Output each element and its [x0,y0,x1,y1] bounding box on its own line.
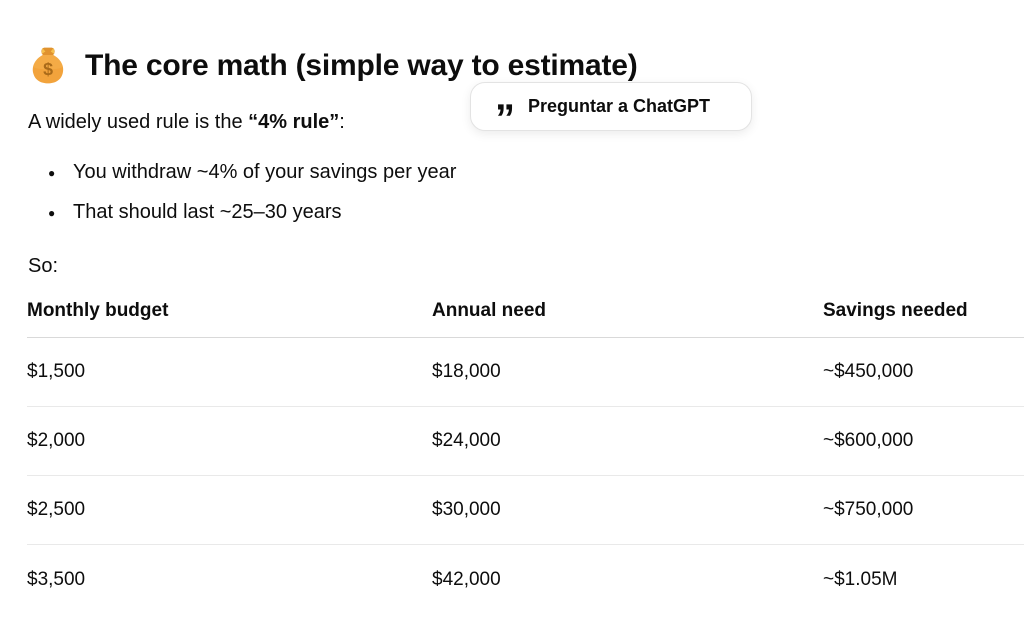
intro-prefix: A widely used rule is the [28,111,249,133]
cell-monthly-budget: $2,000 [27,430,86,451]
cell-savings-needed: ~$750,000 [823,499,914,520]
rule-bullet-list: You withdraw ~4% of your savings per yea… [27,158,1024,227]
ask-chatgpt-tooltip-button[interactable]: ” Preguntar a ChatGPT [470,82,752,139]
section-heading: $ The core math (simple way to estimate) [27,44,1024,88]
intro-paragraph: A widely used rule is the “4% rule”: [28,108,1024,136]
cell-annual-need: $24,000 [432,430,501,451]
svg-text:$: $ [43,59,53,79]
document-content: $ The core math (simple way to estimate)… [0,0,1024,614]
list-item: That should last ~25–30 years [48,198,1024,227]
cell-monthly-budget: $2,500 [27,499,86,520]
cell-savings-needed: ~$1.05M [823,568,898,590]
column-header-savings-needed: Savings needed [823,300,968,321]
money-bag-icon: $ [27,45,69,87]
section-heading-text: The core math (simple way to estimate) [85,49,638,82]
column-header-monthly-budget: Monthly budget [27,300,169,321]
table-row: $2,500 $30,000 ~$750,000 [27,476,1024,545]
table-row: $1,500 $18,000 ~$450,000 [27,338,1024,407]
intro-suffix: : [339,111,345,133]
ask-chatgpt-label: Preguntar a ChatGPT [528,96,711,116]
table-body: $1,500 $18,000 ~$450,000 $2,000 $24,000 … [27,338,1024,614]
table-row: $3,500 $42,000 ~$1.05M [27,545,1024,614]
table-header-row: Monthly budget Annual need Savings neede… [27,296,1024,338]
cell-annual-need: $42,000 [432,568,501,590]
intro-bold-rule: “4% rule” [248,111,340,133]
table-row: $2,000 $24,000 ~$600,000 [27,407,1024,476]
cell-savings-needed: ~$450,000 [823,361,914,382]
cell-annual-need: $30,000 [432,499,501,520]
cell-annual-need: $18,000 [432,361,501,382]
cell-monthly-budget: $3,500 [27,568,86,590]
column-header-annual-need: Annual need [432,300,547,321]
cell-savings-needed: ~$600,000 [823,430,914,451]
list-item: You withdraw ~4% of your savings per yea… [48,158,1024,187]
budget-table: Monthly budget Annual need Savings neede… [27,296,1024,614]
cell-monthly-budget: $1,500 [27,361,86,382]
so-label: So: [28,255,59,277]
